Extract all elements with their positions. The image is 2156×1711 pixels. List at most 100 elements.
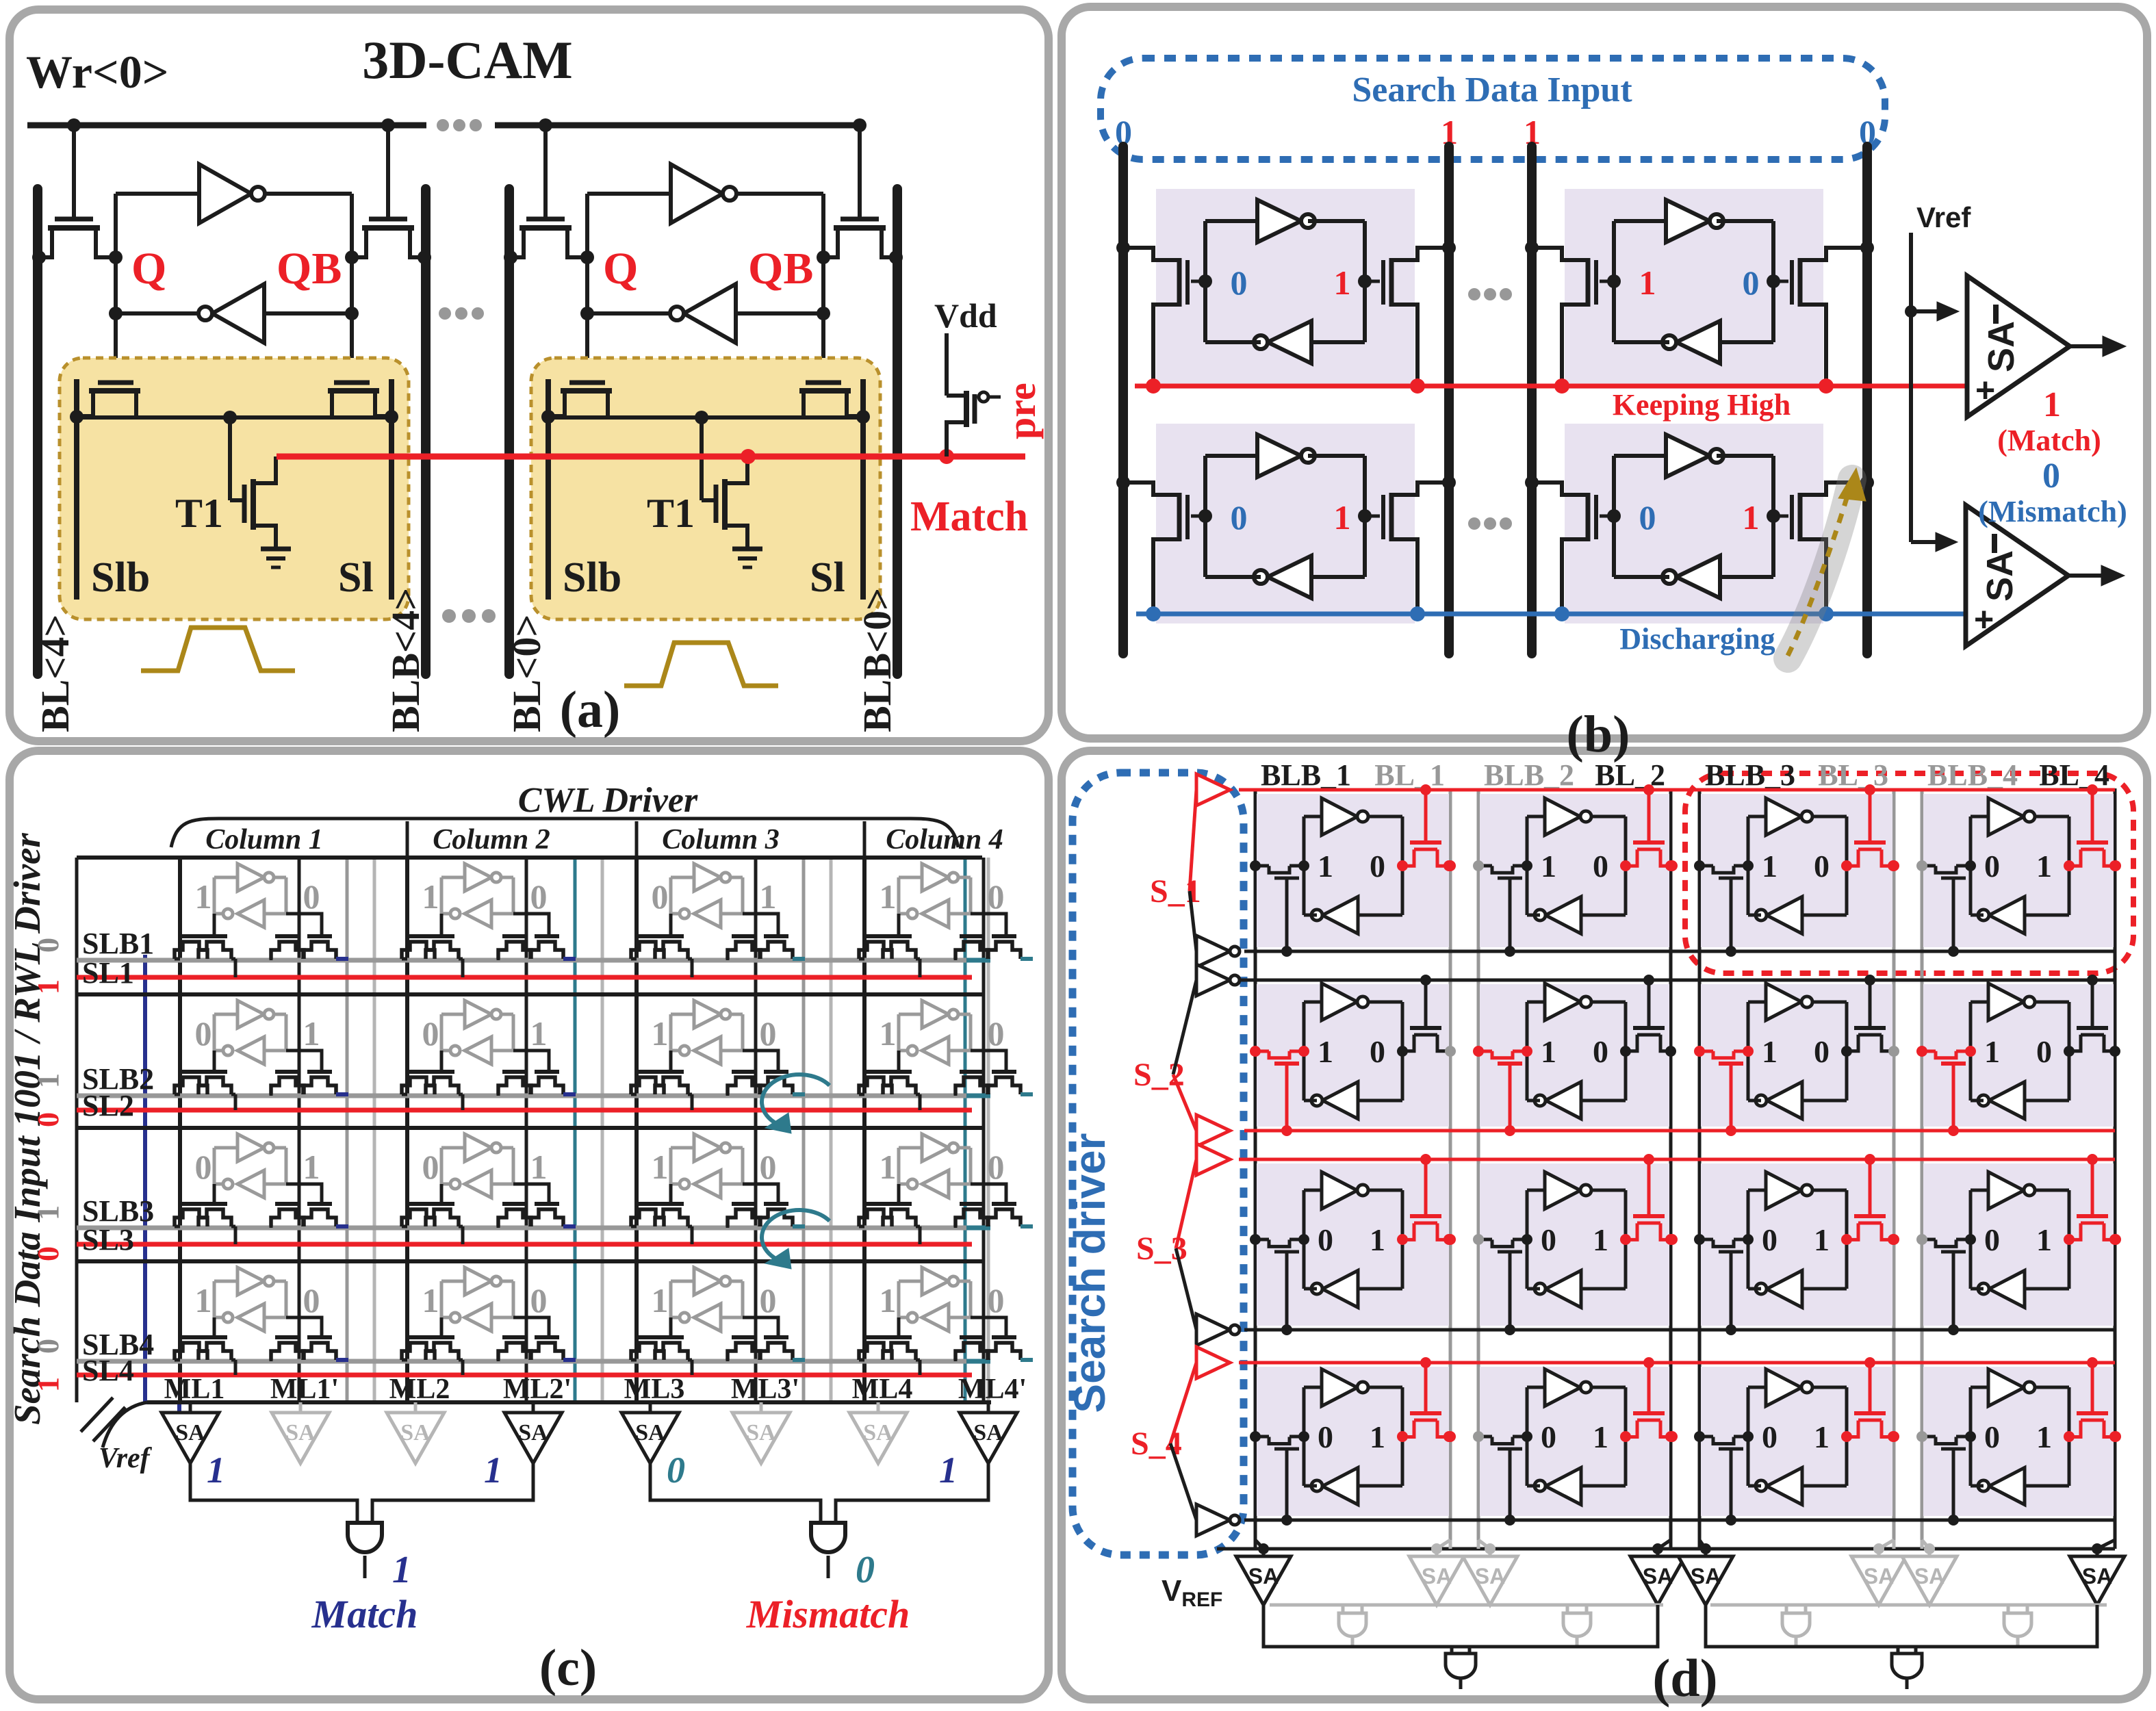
svg-text:Search Data Input: Search Data Input xyxy=(1352,70,1632,110)
svg-text:Slb: Slb xyxy=(91,554,150,601)
svg-text:0: 0 xyxy=(988,1014,1005,1053)
svg-text:Sl: Sl xyxy=(810,554,845,601)
svg-text:0: 0 xyxy=(195,1014,212,1053)
svg-text:1: 1 xyxy=(1814,1222,1830,1257)
svg-text:1: 1 xyxy=(530,1148,548,1186)
svg-text:1: 1 xyxy=(1743,498,1760,537)
svg-text:Q: Q xyxy=(131,244,166,294)
svg-text:0: 0 xyxy=(988,877,1005,916)
svg-text:1: 1 xyxy=(652,1014,669,1053)
svg-text:SLB1: SLB1 xyxy=(82,927,154,960)
svg-text:1: 1 xyxy=(1762,849,1778,884)
svg-text:1: 1 xyxy=(1541,849,1556,884)
svg-text:(Mismatch): (Mismatch) xyxy=(1978,495,2127,528)
svg-text:Column 4: Column 4 xyxy=(886,824,1003,856)
svg-text:0: 0 xyxy=(2042,456,2060,496)
svg-text:1: 1 xyxy=(1593,1222,1608,1257)
svg-text:1: 1 xyxy=(1370,1419,1385,1454)
svg-text:0: 0 xyxy=(1984,849,2000,884)
svg-text:Discharging: Discharging xyxy=(1619,622,1775,656)
svg-text:SA: SA xyxy=(1422,1564,1452,1588)
svg-text:BL_1: BL_1 xyxy=(1374,758,1445,792)
svg-text:Search Data Input 1001 / RWL D: Search Data Input 1001 / RWL Driver xyxy=(6,833,48,1425)
svg-text:Slb: Slb xyxy=(563,554,621,601)
svg-text:0: 0 xyxy=(1814,1034,1830,1069)
svg-text:Column 1: Column 1 xyxy=(205,824,323,856)
svg-text:SL3: SL3 xyxy=(82,1223,134,1257)
svg-text:0: 0 xyxy=(1762,1419,1778,1454)
svg-text:0: 0 xyxy=(422,1014,439,1053)
svg-text:SA: SA xyxy=(1248,1564,1279,1588)
svg-text:0: 0 xyxy=(1639,498,1656,537)
svg-text:SA: SA xyxy=(400,1420,431,1445)
svg-text:SL2: SL2 xyxy=(82,1089,134,1122)
svg-text:0: 0 xyxy=(1370,849,1385,884)
svg-text:Vref: Vref xyxy=(1916,201,1971,233)
svg-text:(d): (d) xyxy=(1652,1648,1717,1708)
svg-text:1: 1 xyxy=(530,1014,548,1053)
svg-text:SA: SA xyxy=(518,1420,548,1445)
svg-text:1: 1 xyxy=(880,877,897,916)
svg-text:0: 0 xyxy=(1743,263,1760,302)
svg-text:SA: SA xyxy=(2082,1564,2112,1588)
svg-text:SA: SA xyxy=(1691,1564,1721,1588)
svg-text:0: 0 xyxy=(1593,849,1608,884)
svg-text:1: 1 xyxy=(31,1073,65,1088)
svg-text:1: 1 xyxy=(760,877,777,916)
svg-text:1: 1 xyxy=(1814,1419,1830,1454)
svg-text:0: 0 xyxy=(760,1014,777,1053)
svg-text:0: 0 xyxy=(31,1112,65,1127)
svg-text:Column 2: Column 2 xyxy=(433,824,550,856)
svg-text:0: 0 xyxy=(760,1148,777,1186)
svg-text:1: 1 xyxy=(31,1377,65,1392)
svg-text:SA: SA xyxy=(635,1420,665,1445)
svg-text:SA: SA xyxy=(746,1420,776,1445)
svg-text:(b): (b) xyxy=(1567,706,1630,763)
svg-text:1: 1 xyxy=(2036,1419,2052,1454)
svg-text:0: 0 xyxy=(530,877,548,916)
svg-text:ML1': ML1' xyxy=(270,1374,339,1405)
svg-text:BL_2: BL_2 xyxy=(1595,758,1665,792)
svg-text:1: 1 xyxy=(422,877,439,916)
svg-text:SA: SA xyxy=(1914,1564,1945,1588)
svg-text:0: 0 xyxy=(31,1339,65,1354)
svg-text:1: 1 xyxy=(1541,1034,1556,1069)
svg-text:Match: Match xyxy=(910,493,1028,540)
svg-text:QB: QB xyxy=(748,244,813,294)
svg-text:1: 1 xyxy=(422,1281,439,1320)
svg-text:SA: SA xyxy=(1643,1564,1673,1588)
svg-text:0: 0 xyxy=(1370,1034,1385,1069)
svg-text:QB: QB xyxy=(277,244,342,294)
svg-text:Vdd: Vdd xyxy=(934,296,997,335)
svg-text:BL_3: BL_3 xyxy=(1818,758,1888,792)
svg-text:1: 1 xyxy=(880,1014,897,1053)
svg-text:BLB_4: BLB_4 xyxy=(1927,758,2018,792)
svg-text:SA: SA xyxy=(1979,550,2020,602)
svg-text:BLB_3: BLB_3 xyxy=(1705,758,1795,792)
svg-text:0: 0 xyxy=(1541,1419,1556,1454)
svg-text:0: 0 xyxy=(303,877,320,916)
svg-text:0: 0 xyxy=(2036,1034,2052,1069)
svg-text:1: 1 xyxy=(2036,849,2052,884)
svg-text:1: 1 xyxy=(207,1450,225,1491)
svg-text:1: 1 xyxy=(1318,849,1333,884)
svg-text:1: 1 xyxy=(1334,263,1351,302)
svg-text:1: 1 xyxy=(1639,263,1656,302)
svg-text:BLB<4>: BLB<4> xyxy=(383,588,428,732)
svg-text:0: 0 xyxy=(422,1148,439,1186)
svg-text:SA: SA xyxy=(863,1420,893,1445)
svg-text:SLB4: SLB4 xyxy=(82,1328,154,1361)
svg-text:SLB2: SLB2 xyxy=(82,1062,154,1096)
svg-text:0: 0 xyxy=(760,1281,777,1320)
svg-text:1: 1 xyxy=(1370,1222,1385,1257)
svg-text:SL4: SL4 xyxy=(82,1354,134,1387)
svg-text:0: 0 xyxy=(856,1549,875,1591)
svg-text:Match: Match xyxy=(311,1592,418,1636)
svg-text:1: 1 xyxy=(31,1205,65,1220)
svg-text:BLB_1: BLB_1 xyxy=(1261,758,1351,792)
svg-text:0: 0 xyxy=(667,1450,685,1491)
svg-text:SLB3: SLB3 xyxy=(82,1194,154,1228)
svg-text:0: 0 xyxy=(1593,1034,1608,1069)
svg-text:Keeping High: Keeping High xyxy=(1613,388,1791,422)
svg-text:1: 1 xyxy=(392,1549,411,1591)
